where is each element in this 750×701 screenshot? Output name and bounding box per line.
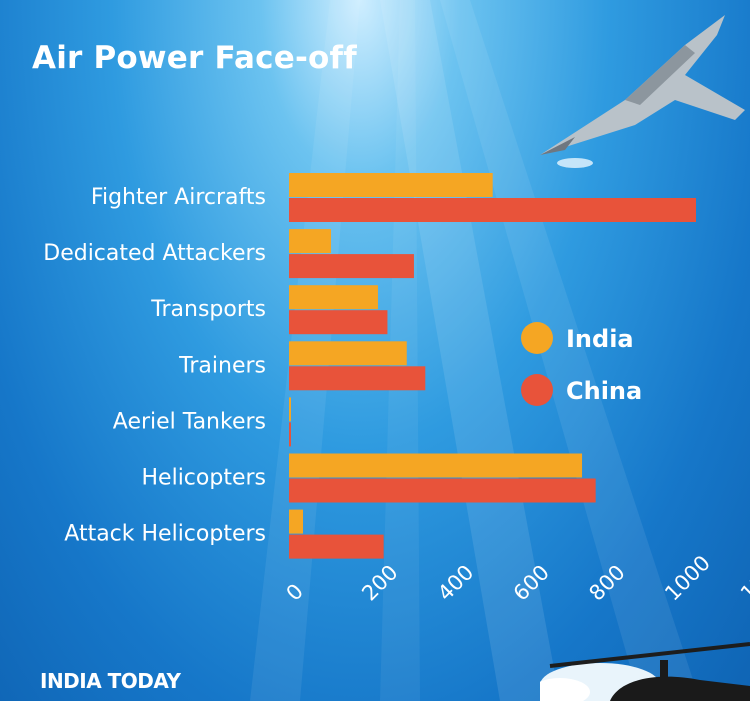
category-label: Helicopters <box>142 466 267 491</box>
x-tick-label: 800 <box>584 560 629 605</box>
bar-india <box>289 397 291 422</box>
category-label: Fighter Aircrafts <box>91 185 266 210</box>
category-label: Trainers <box>178 353 266 378</box>
fighter-jet-icon <box>540 15 745 168</box>
helicopter-icon <box>540 642 750 701</box>
legend-marker-india <box>521 322 553 354</box>
x-tick-label: 1000 <box>660 551 715 606</box>
category-label: Dedicated Attackers <box>43 241 266 266</box>
x-tick-label: 400 <box>433 560 478 605</box>
category-label: Attack Helicopters <box>64 522 266 547</box>
bar-china <box>289 254 414 279</box>
bar-china <box>289 478 596 503</box>
legend-label-china: China <box>566 377 642 405</box>
x-tick-label: 600 <box>509 560 554 605</box>
x-tick-label: 200 <box>357 560 402 605</box>
india-today-logo: INDIA TODAY <box>40 669 181 693</box>
bar-china <box>289 422 291 447</box>
bar-india <box>289 341 407 366</box>
bar-china <box>289 366 426 391</box>
bar-china <box>289 534 384 559</box>
bar-india <box>289 453 583 478</box>
chart-title: Air Power Face-off <box>32 40 357 76</box>
bar-china <box>289 198 696 222</box>
x-tick-label: 0 <box>282 579 308 605</box>
legend-marker-china <box>521 374 553 406</box>
bar-india <box>289 285 378 310</box>
bar-india <box>289 229 332 254</box>
bar-india <box>289 173 493 197</box>
bar-india <box>289 509 304 534</box>
bar-china <box>289 310 388 335</box>
category-label: Aeriel Tankers <box>113 409 266 434</box>
legend-label-india: India <box>566 325 634 353</box>
category-label: Transports <box>150 297 266 322</box>
x-tick-label: 1200 <box>736 551 750 606</box>
